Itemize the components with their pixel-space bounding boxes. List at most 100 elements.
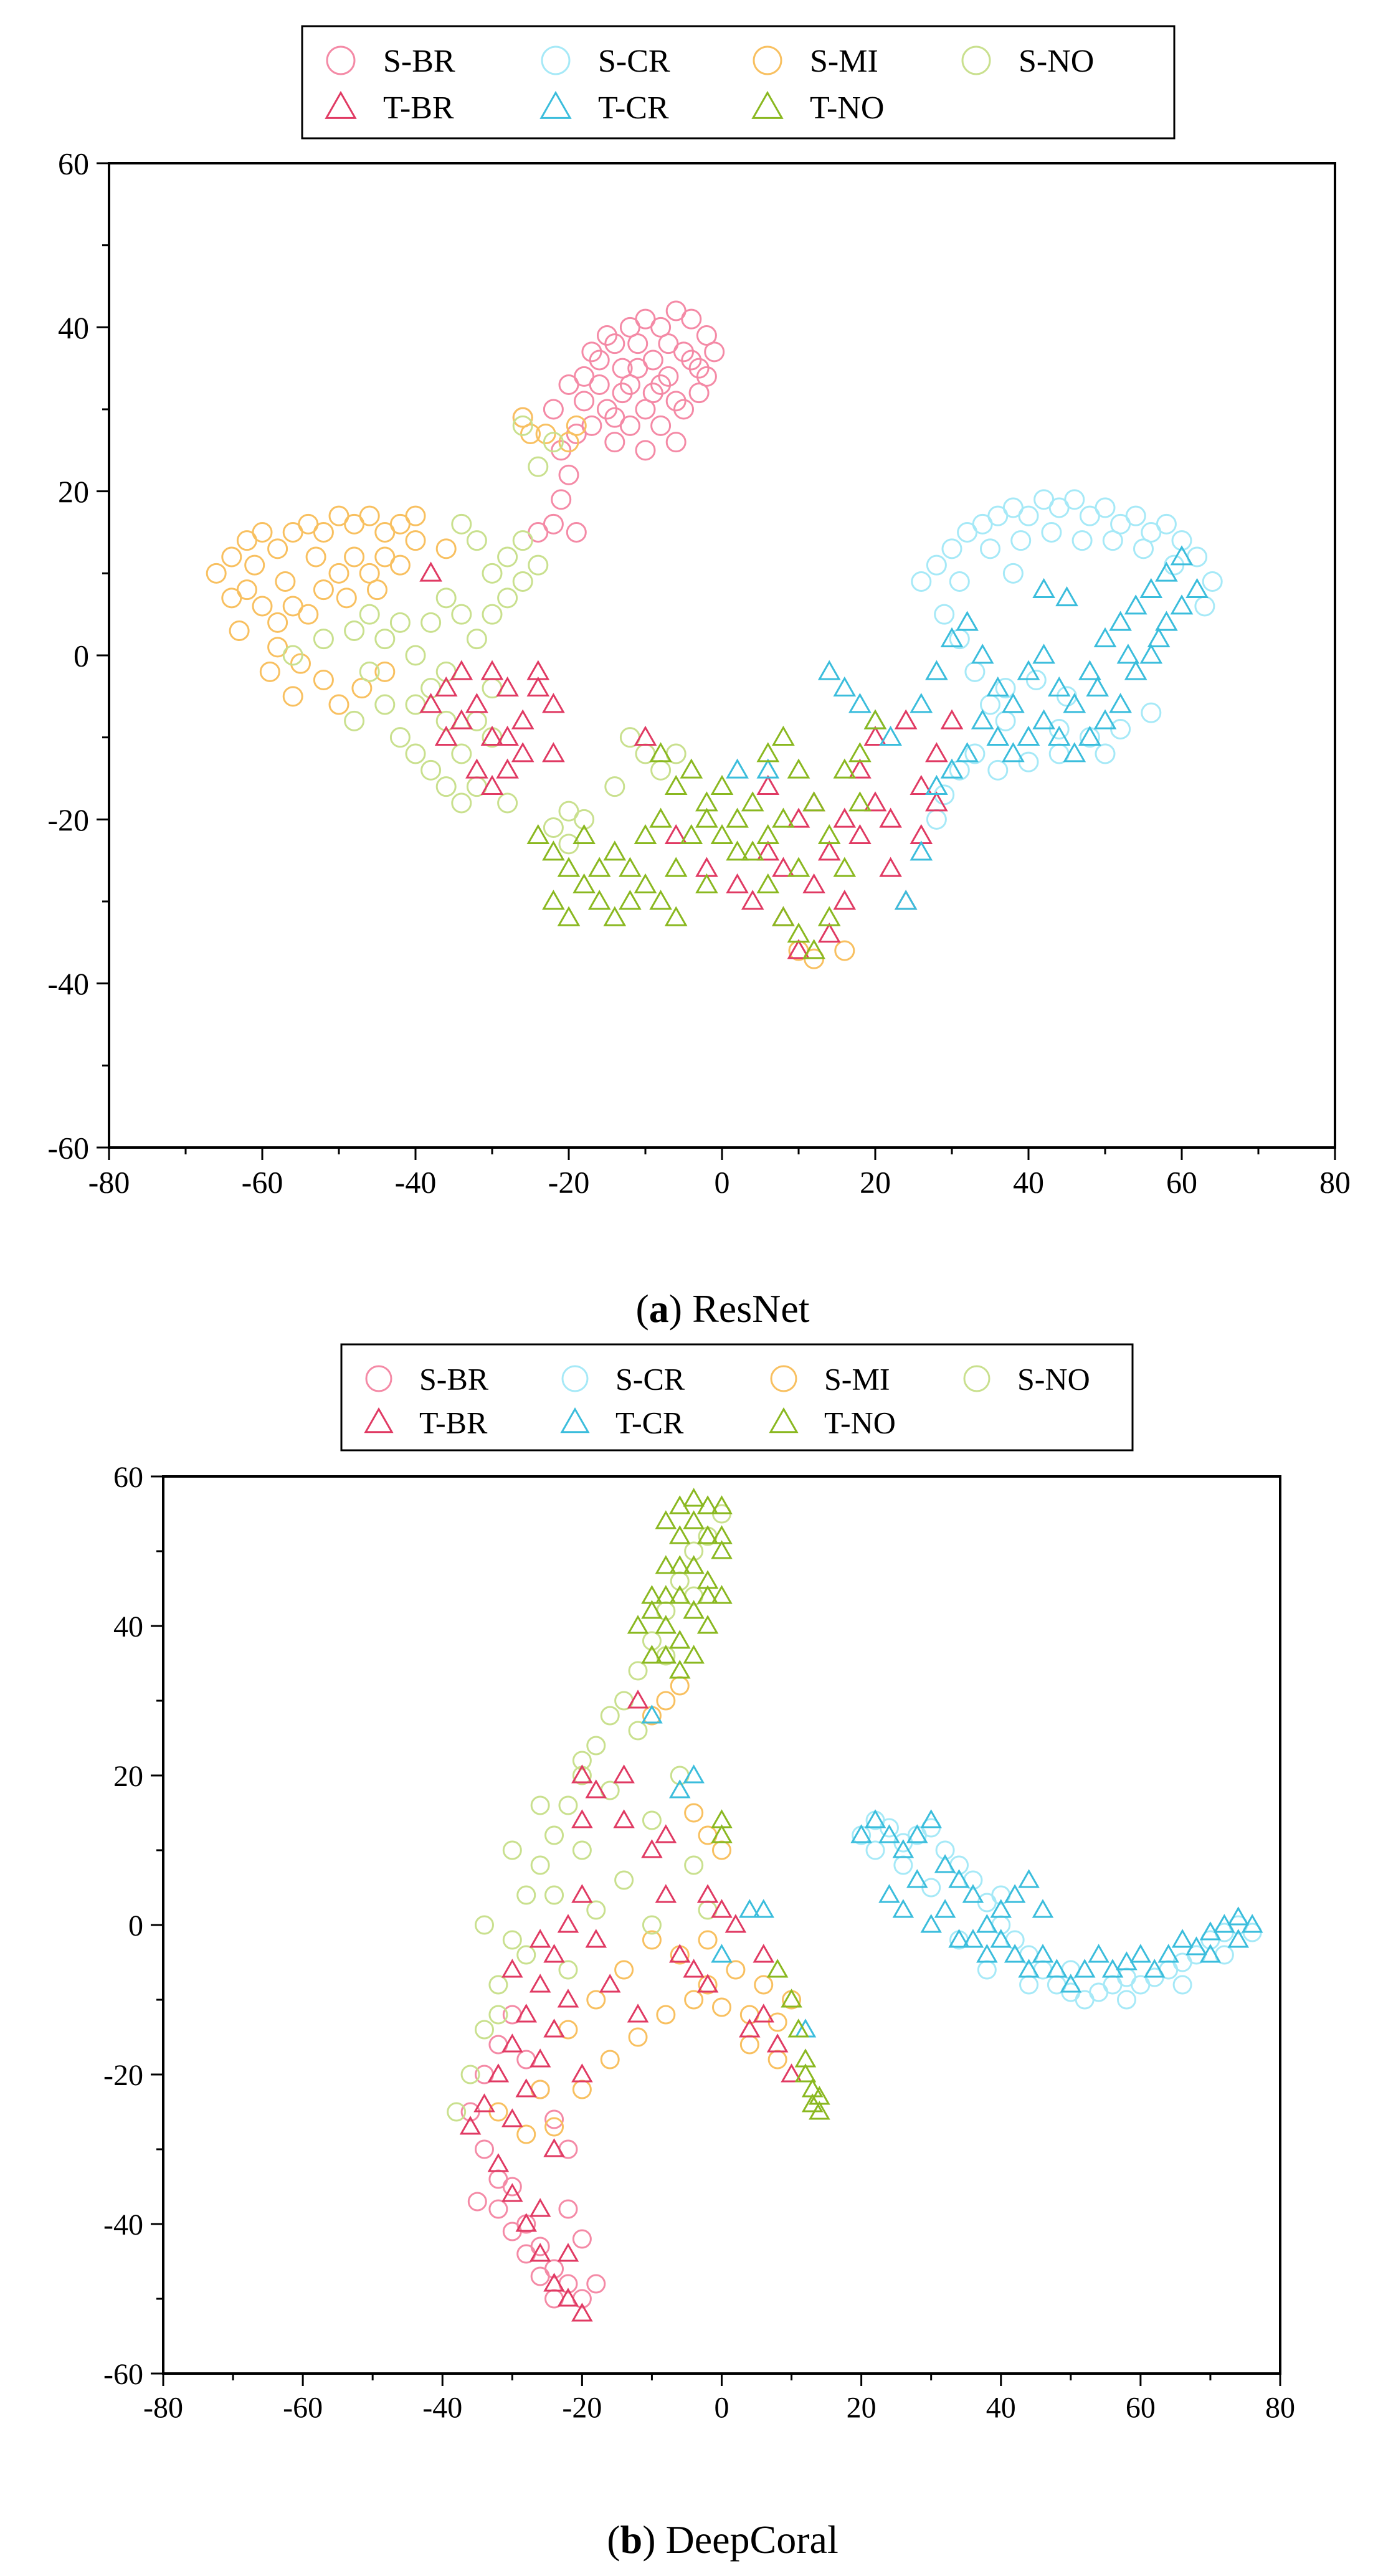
point-t-no [572,873,596,893]
y-tick-label: 20 [113,1760,143,1793]
scatter-marks [206,300,1223,969]
point-s-cr [1171,530,1192,551]
point-t-cr [1004,1884,1026,1903]
point-s-no [282,645,303,666]
point-t-cr [1185,577,1209,598]
y-tick-label: -60 [103,2358,143,2391]
point-s-cr [1071,530,1093,551]
x-tick-label: -60 [242,1165,283,1200]
point-t-br [599,1974,621,1993]
point-t-no [696,1615,719,1634]
caption-paren-open: ( [635,1286,648,1331]
legend-marker-s-cr [541,45,571,75]
point-t-no [710,774,734,795]
point-s-br [488,2199,508,2219]
point-t-no [683,1645,705,1664]
point-t-br [848,824,872,844]
point-t-cr [990,1929,1012,1948]
point-t-no [696,1585,719,1604]
point-t-br [655,1884,677,1903]
point-t-no [634,824,657,844]
point-s-no [600,1706,620,1726]
point-t-br [511,742,534,763]
x-tick-label: -80 [88,1165,130,1200]
point-t-no [781,1989,802,2008]
point-t-br [627,1690,649,1709]
point-s-br [650,374,672,395]
point-t-no [526,824,550,844]
point-s-no [488,2005,508,2025]
point-t-br [526,660,550,680]
point-t-cr [1109,693,1132,713]
point-t-cr [1002,693,1025,713]
point-t-cr [1018,1869,1040,1888]
point-t-cr [1147,627,1171,647]
point-s-no [359,604,380,625]
point-s-mi [267,538,288,559]
legend-marker-t-no [769,1407,799,1433]
point-s-no [374,694,396,715]
legend-marker-t-cr [560,1407,590,1433]
point-s-no [574,809,595,830]
point-t-no [680,758,703,779]
point-s-br [635,440,656,461]
point-t-cr [1155,611,1178,631]
point-s-no [502,1840,522,1860]
point-s-cr [1141,702,1162,723]
point-t-cr [1063,742,1086,763]
point-t-br [756,774,780,795]
point-t-br [557,2243,579,2262]
caption-deepcoral: (b) DeepCoral [607,2517,838,2562]
point-s-mi [628,2027,648,2047]
y-tick-label: -20 [103,2059,143,2092]
point-t-br [787,939,810,959]
point-t-no [711,1540,733,1559]
point-s-br [604,333,625,354]
point-t-br [627,2003,649,2023]
point-t-br [725,1914,747,1933]
point-s-mi [684,1990,704,2010]
point-t-br [571,2303,593,2322]
point-s-no [497,587,518,609]
x-tick-label: 0 [715,1165,730,1200]
point-s-cr [1172,1975,1192,1995]
point-s-mi [389,554,411,576]
point-s-br [544,2109,564,2129]
x-tick-label: -80 [143,2391,183,2424]
point-t-no [641,1600,663,1619]
legend-box [340,1343,1134,1452]
point-s-no [516,1945,536,1965]
panel-resnet: S-BR S-CR S-MI S-NOT-BR T-CR T-NO -80 -60 -40 -2… [47,25,1351,1331]
point-t-br [571,1764,593,1784]
point-t-no [695,873,718,893]
point-s-no [558,1795,578,1815]
legend-marker-s-mi [753,45,782,75]
point-t-no [668,1555,691,1574]
point-t-no [542,890,565,910]
point-s-mi [244,554,265,576]
point-t-no [655,1510,677,1529]
point-t-br [487,2153,510,2172]
point-s-no [544,1885,564,1905]
point-s-mi [558,432,579,453]
point-s-br [696,325,717,346]
point-s-mi [328,563,349,584]
point-t-br [480,725,504,746]
point-s-mi [221,587,242,609]
x-tick-label: -20 [562,2391,602,2424]
caption-resnet: (a) ResNet [635,1286,809,1331]
point-t-br [529,1929,551,1948]
legend-marker-s-br [326,45,356,75]
point-t-cr [925,774,948,795]
point-t-cr [986,725,1010,746]
point-s-no [512,530,533,551]
point-t-br [726,873,749,893]
point-t-no [802,791,825,812]
point-t-cr [956,742,979,763]
point-t-no [711,1824,733,1843]
caption-letter: b [620,2517,643,2562]
point-s-no [482,604,503,625]
point-t-no [668,1525,691,1544]
point-s-no [543,432,564,453]
point-t-cr [971,709,994,730]
